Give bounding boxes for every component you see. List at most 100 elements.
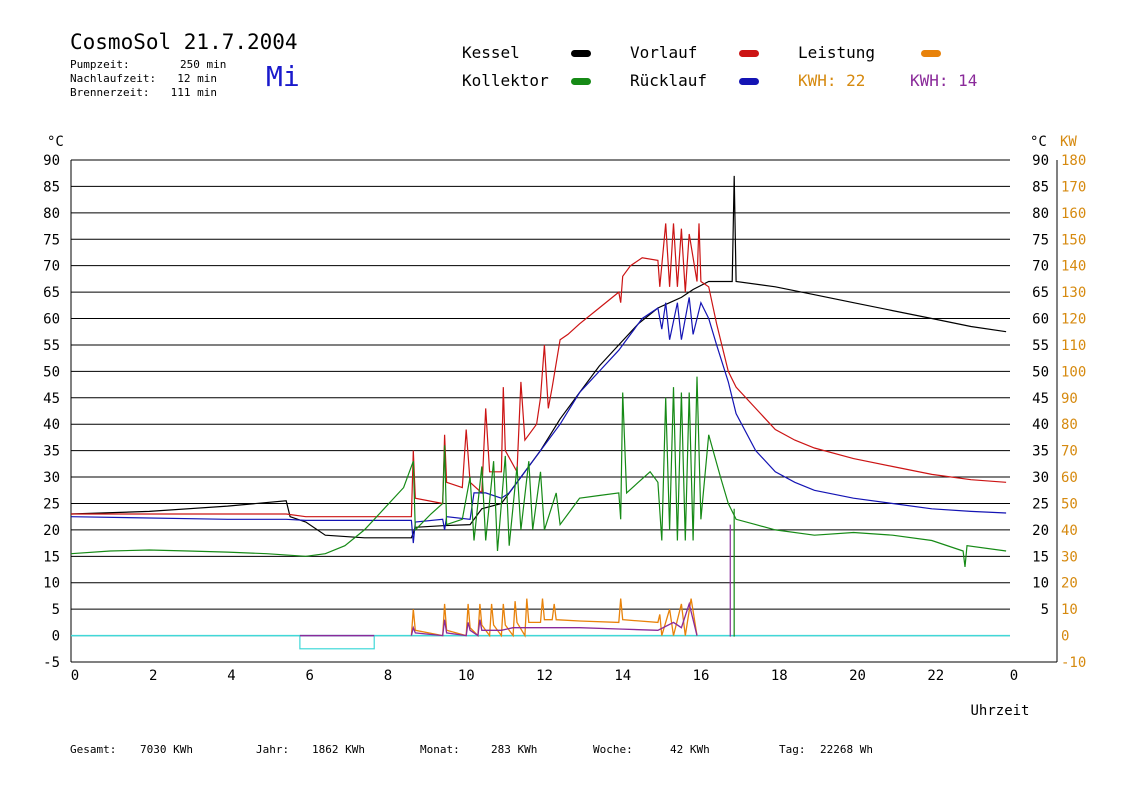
series-line-vorlauf [71,223,1007,518]
y2-tick-label-1: 0 [1061,629,1069,645]
legend-kwh-14: KWH: 14 [910,71,978,90]
y2-axis-label: KW [1060,134,1077,150]
y-right-tick-label-6: 35 [1032,444,1049,460]
y-right-tick-label-9: 50 [1032,364,1049,380]
chart-title: CosmoSol 21.7.2004 [70,30,298,54]
y2-tick-label-2: 10 [1061,602,1078,618]
x-tick-label-2: 4 [227,668,235,684]
x-tick-label-3: 6 [306,668,314,684]
y-right-tick-label-1: 10 [1032,576,1049,592]
y-right-tick-label-17: 90 [1032,153,1049,169]
y2-tick-label-11: 100 [1061,364,1086,380]
y-tick-label-15: 70 [43,259,60,275]
y-right-tick-label-16: 85 [1032,179,1049,195]
y-tick-label-6: 25 [43,496,60,512]
x-tick-label-0: 0 [71,668,79,684]
y2-tick-label-10: 90 [1061,391,1078,407]
y-right-tick-label-13: 70 [1032,259,1049,275]
y2-tick-label-13: 120 [1061,312,1086,328]
footer-monat-value: 283 KWh [491,743,538,756]
info-brennerzeit-value: 111 min [170,86,217,99]
y2-tick-label-15: 140 [1061,259,1086,275]
x-tick-label-4: 8 [384,668,392,684]
info-pumpzeit-label: Pumpzeit: [70,58,130,71]
y2-tick-label-5: 40 [1061,523,1078,539]
info-nachlaufzeit-label: Nachlaufzeit: [70,72,157,85]
legend-kollektor: Kollektor [462,71,549,90]
info-nachlaufzeit-value: 12 min [177,72,217,85]
y-right-tick-label-4: 25 [1032,496,1049,512]
y-tick-label-1: 0 [52,629,60,645]
y-tick-label-16: 75 [43,232,60,248]
legend-kwh-22: KWH: 22 [798,71,866,90]
y2-tick-label-14: 130 [1061,285,1086,301]
y-tick-label-11: 50 [43,364,60,380]
footer-monat-label: Monat: [420,743,460,756]
y-tick-label-2: 5 [52,602,60,618]
footer-gesamt-value: 7030 KWh [140,743,193,756]
y-tick-label-5: 20 [43,523,60,539]
y2-tick-label-6: 50 [1061,496,1078,512]
y-tick-label-18: 85 [43,179,60,195]
power-series-1 [410,601,698,637]
y2-tick-label-17: 160 [1061,206,1086,222]
y2-tick-label-0: -10 [1061,655,1086,671]
info-pumpzeit-value: 250 min [180,58,227,71]
legend-kessel-swatch [571,50,591,57]
x-tick-label-9: 18 [771,668,788,684]
info-brennerzeit-label: Brennerzeit: [70,86,150,99]
legend-kollektor-swatch [571,78,591,85]
y-tick-label-14: 65 [43,285,60,301]
y-tick-label-7: 30 [43,470,60,486]
weekday-label: Mi [266,60,300,93]
y-tick-label-8: 35 [43,444,60,460]
y2-tick-label-12: 110 [1061,338,1086,354]
legend-leistung-swatch [921,50,941,57]
x-tick-label-1: 2 [149,668,157,684]
legend-ruecklauf-swatch [739,78,759,85]
legend-leistung: Leistung [798,43,876,62]
footer-tag-value: 22268 Wh [820,743,873,756]
y-right-axis-label: °C [1030,134,1047,150]
y-right-tick-label-14: 75 [1032,232,1049,248]
y-tick-label-0: -5 [43,655,60,671]
y-tick-label-19: 90 [43,153,60,169]
x-tick-label-6: 12 [536,668,553,684]
y2-tick-label-3: 20 [1061,576,1078,592]
y-right-tick-label-3: 20 [1032,523,1049,539]
y-tick-label-9: 40 [43,417,60,433]
series-line-rcklauf [70,297,1007,544]
y-right-tick-label-11: 60 [1032,312,1049,328]
power-series-0 [410,598,698,638]
y2-tick-label-8: 70 [1061,444,1078,460]
y-right-tick-label-8: 45 [1032,391,1049,407]
legend-vorlauf-swatch [739,50,759,57]
y2-tick-label-9: 80 [1061,417,1078,433]
y-tick-label-10: 45 [43,391,60,407]
y-right-tick-label-10: 55 [1032,338,1049,354]
x-tick-label-8: 16 [693,668,710,684]
y-tick-label-3: 10 [43,576,60,592]
y-right-tick-label-7: 40 [1032,417,1049,433]
y-right-tick-label-0: 5 [1041,602,1049,618]
footer-woche-value: 42 KWh [670,743,710,756]
footer-woche-label: Woche: [593,743,633,756]
footer-tag-label: Tag: [779,743,806,756]
y2-tick-label-4: 30 [1061,549,1078,565]
series-line-kollektor [70,376,1007,567]
x-tick-label-11: 22 [927,668,944,684]
y2-tick-label-18: 170 [1061,179,1086,195]
legend-kessel: Kessel [462,43,520,62]
y-tick-label-13: 60 [43,312,60,328]
legend-vorlauf: Vorlauf [630,43,698,62]
y-tick-label-4: 15 [43,549,60,565]
footer-jahr-value: 1862 KWh [312,743,365,756]
y-right-tick-label-15: 80 [1032,206,1049,222]
x-axis-label: Uhrzeit [970,703,1029,719]
legend-ruecklauf: Rücklauf [630,71,708,90]
pump-off-box [299,634,375,650]
x-tick-label-12: 0 [1010,668,1018,684]
y-right-tick-label-2: 15 [1032,549,1049,565]
x-tick-label-5: 10 [458,668,475,684]
